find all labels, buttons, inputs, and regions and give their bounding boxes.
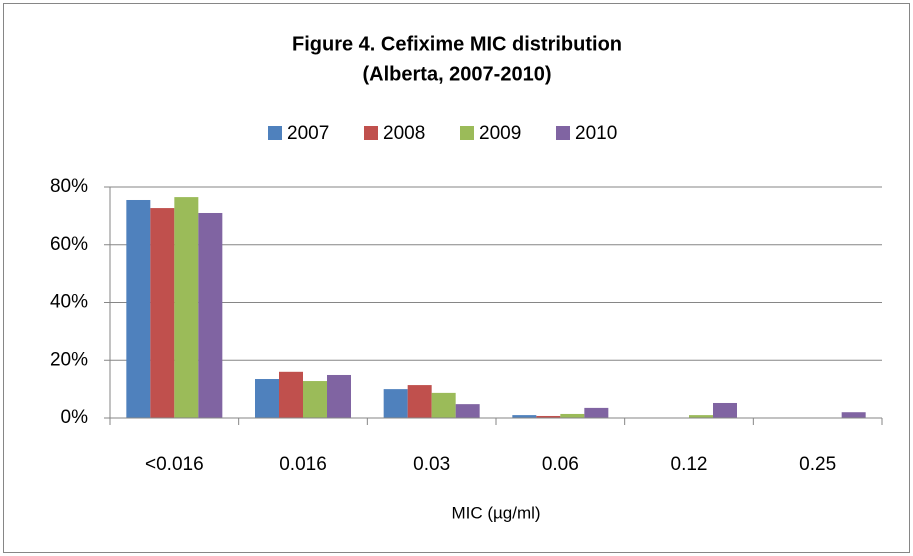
x-tick-label: 0.016 bbox=[279, 454, 327, 475]
bar bbox=[431, 392, 456, 418]
y-tick-label: 40% bbox=[50, 292, 88, 313]
x-axis-label: MIC (µg/ml) bbox=[451, 503, 540, 522]
bar bbox=[407, 385, 432, 418]
bar bbox=[198, 212, 223, 418]
y-tick-label: 20% bbox=[50, 349, 88, 370]
bar bbox=[536, 415, 561, 418]
bar bbox=[327, 374, 351, 418]
bar bbox=[303, 381, 327, 418]
bar bbox=[689, 415, 713, 418]
legend-swatch bbox=[364, 126, 378, 140]
x-tick-label: <0.016 bbox=[145, 454, 204, 475]
chart-title: (Alberta, 2007-2010) bbox=[363, 63, 552, 85]
bar bbox=[150, 208, 175, 418]
bar bbox=[383, 389, 408, 418]
bar bbox=[841, 412, 866, 418]
legend-label: 2008 bbox=[383, 123, 425, 144]
legend-label: 2010 bbox=[575, 123, 617, 144]
x-tick-label: 0.12 bbox=[671, 454, 708, 475]
bar bbox=[713, 402, 737, 418]
y-tick-label: 0% bbox=[61, 407, 89, 428]
bar bbox=[126, 199, 151, 418]
legend-swatch bbox=[556, 126, 570, 140]
x-tick-label: 0.03 bbox=[413, 454, 450, 475]
y-tick-label: 80% bbox=[50, 176, 88, 197]
bar bbox=[279, 371, 303, 418]
x-tick-label: 0.06 bbox=[542, 454, 579, 475]
bar bbox=[455, 404, 480, 418]
legend-swatch bbox=[268, 126, 282, 140]
bar bbox=[560, 413, 585, 418]
bar bbox=[584, 407, 609, 418]
bar bbox=[255, 379, 279, 418]
x-tick-label: 0.25 bbox=[799, 454, 836, 475]
legend-swatch bbox=[460, 126, 474, 140]
y-tick-label: 60% bbox=[50, 234, 88, 255]
legend-label: 2007 bbox=[287, 123, 329, 144]
bar bbox=[512, 415, 537, 418]
chart-title: Figure 4. Cefixime MIC distribution bbox=[292, 33, 622, 55]
bar bbox=[174, 197, 199, 418]
legend-label: 2009 bbox=[479, 123, 521, 144]
